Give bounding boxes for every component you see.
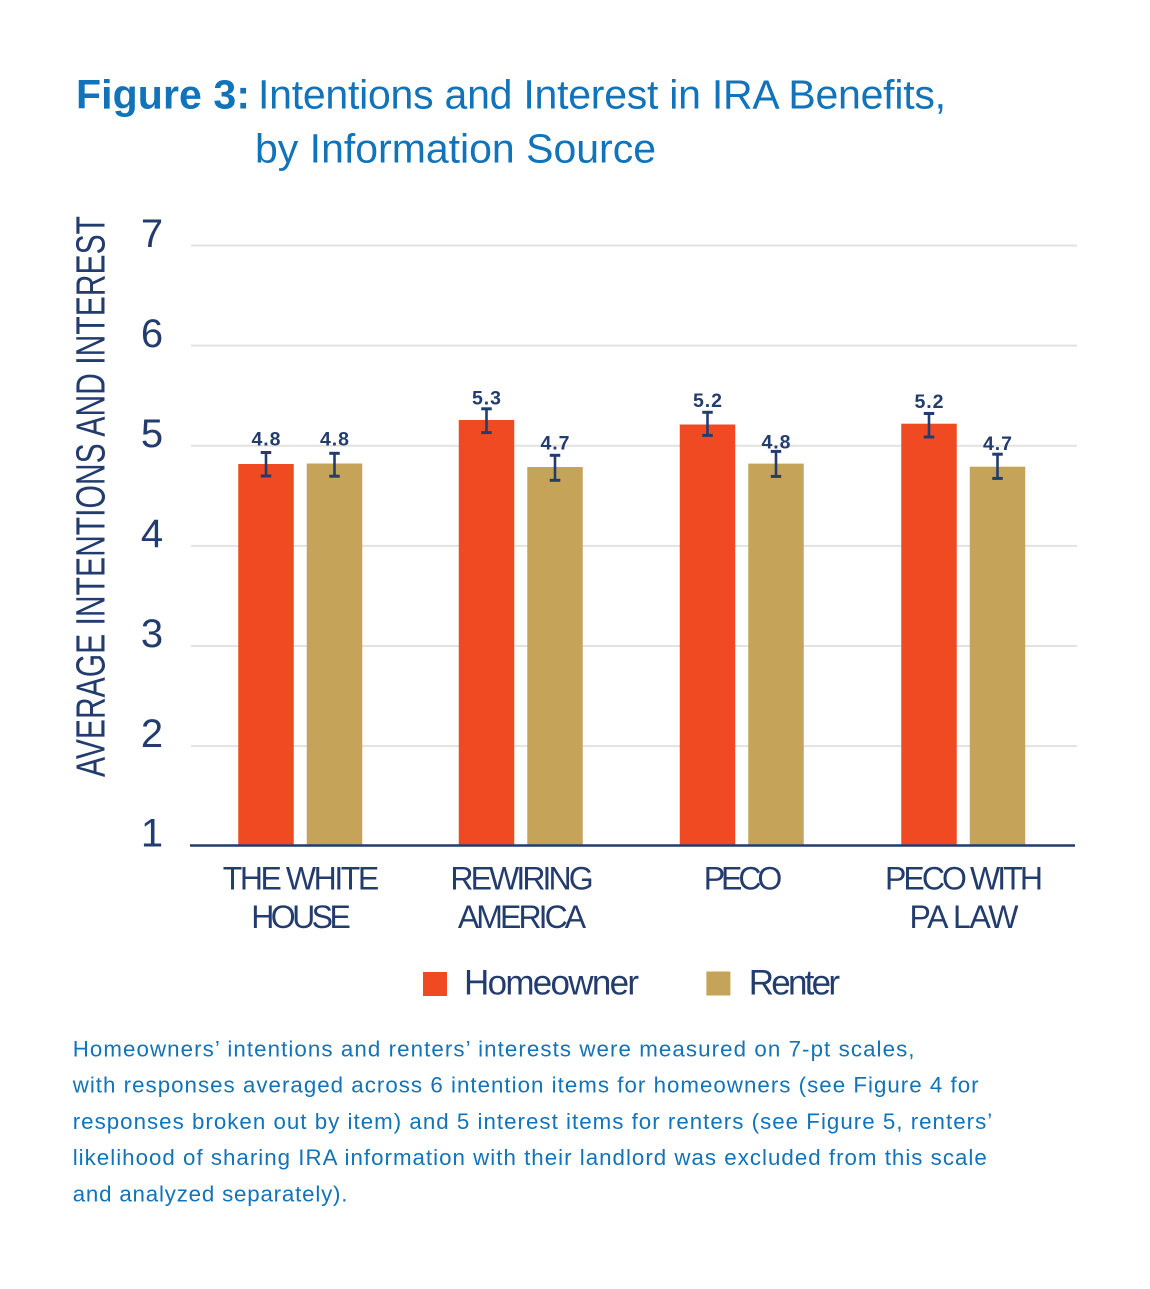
svg-text:AVERAGE INTENTIONS AND INTERES: AVERAGE INTENTIONS AND INTEREST (68, 216, 114, 777)
svg-text:4.8: 4.8 (252, 429, 281, 451)
svg-text:Homeowners’ intentions and ren: Homeowners’ intentions and renters’ inte… (73, 1036, 915, 1061)
svg-text:PA LAW: PA LAW (910, 899, 1020, 935)
svg-text:by Information Source: by Information Source (255, 126, 656, 172)
svg-text:HOUSE: HOUSE (251, 899, 351, 935)
svg-text:PECO WITH: PECO WITH (885, 861, 1043, 897)
svg-text:Homeowner: Homeowner (464, 964, 639, 1003)
svg-text:5.2: 5.2 (693, 390, 722, 412)
svg-text:4.7: 4.7 (983, 433, 1012, 455)
svg-text:Renter: Renter (749, 964, 841, 1003)
svg-text:7: 7 (141, 212, 163, 256)
svg-text:4: 4 (141, 512, 163, 556)
svg-text:likelihood of sharing IRA info: likelihood of sharing IRA information wi… (73, 1145, 987, 1170)
svg-text:5: 5 (141, 412, 163, 456)
svg-text:Figure 3:: Figure 3: (76, 72, 250, 118)
svg-text:6: 6 (141, 312, 163, 356)
svg-text:responses broken out by item): responses broken out by item) and 5 inte… (73, 1109, 992, 1134)
svg-text:THE WHITE: THE WHITE (223, 861, 380, 897)
svg-text:5.2: 5.2 (915, 391, 944, 413)
svg-text:5.3: 5.3 (472, 388, 501, 410)
svg-text:with responses averaged across: with responses averaged across 6 intenti… (72, 1073, 979, 1098)
svg-text:1: 1 (141, 812, 163, 856)
svg-text:4.7: 4.7 (541, 433, 570, 455)
svg-text:4.8: 4.8 (320, 429, 349, 451)
svg-text:3: 3 (141, 612, 163, 656)
svg-text:2: 2 (141, 712, 163, 756)
svg-text:AMERICA: AMERICA (458, 899, 587, 935)
svg-text:Intentions and Interest in IRA: Intentions and Interest in IRA Benefits, (258, 72, 946, 118)
svg-text:REWIRING: REWIRING (450, 861, 593, 897)
svg-text:PECO: PECO (704, 861, 783, 897)
svg-text:and analyzed separately).: and analyzed separately). (73, 1182, 348, 1207)
svg-text:4.8: 4.8 (762, 432, 791, 454)
